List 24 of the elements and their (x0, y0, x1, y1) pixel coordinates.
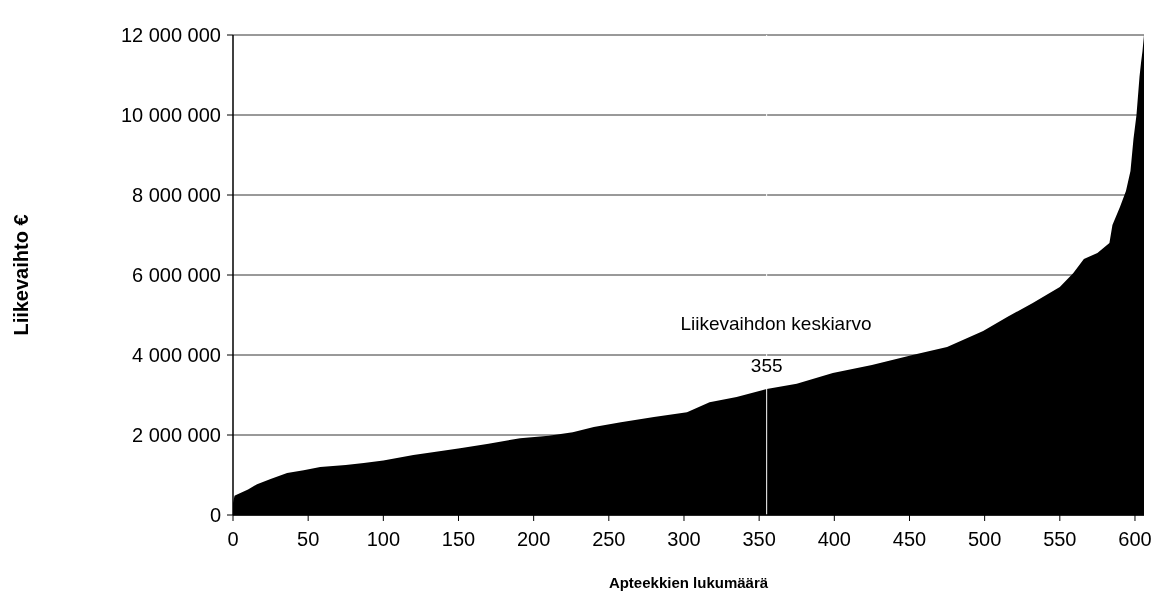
x-tick-label: 50 (297, 528, 320, 550)
x-tick-label: 200 (516, 528, 551, 550)
y-tick-label: 2 000 000 (132, 424, 221, 446)
y-tick-label: 4 000 000 (132, 344, 221, 366)
x-tick-label: 250 (592, 528, 626, 550)
y-tick-label: 0 (209, 504, 221, 526)
x-tick-label: 550 (1043, 528, 1077, 550)
x-tick-label: 350 (742, 528, 776, 550)
x-tick-label: 500 (967, 528, 1002, 550)
x-tick-label: 150 (441, 528, 476, 550)
x-tick-label: 600 (1118, 528, 1152, 550)
x-axis-title: Apteekkien lukumäärä (608, 574, 769, 591)
y-tick-label: 10 000 000 (120, 104, 221, 126)
x-tick-label: 100 (366, 528, 401, 550)
x-tick-label: 450 (892, 528, 927, 550)
y-tick-label: 12 000 000 (120, 24, 221, 46)
x-tick-label: 0 (227, 528, 239, 550)
y-axis-title: Liikevaihto € (10, 214, 32, 336)
x-tick-label: 400 (817, 528, 852, 550)
annotation: Liikevaihdon keskiarvo (680, 313, 872, 334)
y-tick-label: 8 000 000 (132, 184, 221, 206)
ref-line-label: 355 (750, 355, 783, 376)
y-tick-label: 6 000 000 (132, 264, 221, 286)
x-tick-label: 300 (667, 528, 701, 550)
